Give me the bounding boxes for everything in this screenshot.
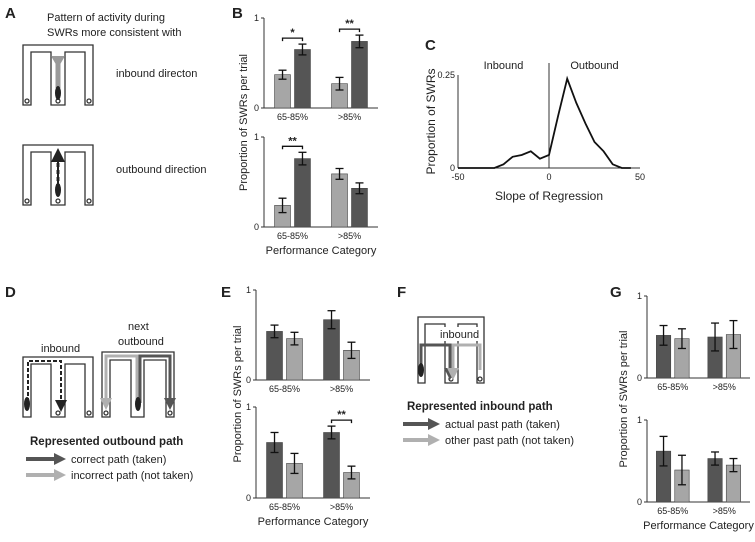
y-tick-label: 0 <box>254 222 259 232</box>
bar <box>266 331 283 381</box>
legend-title-d: Represented outbound path <box>30 436 183 448</box>
bar <box>331 173 348 228</box>
y-tick-label: 1 <box>254 132 259 142</box>
panel-label-d: D <box>5 284 16 301</box>
x-tick-label: 0 <box>546 172 551 182</box>
panel-a: A Pattern of activity during SWRs more c… <box>5 5 207 206</box>
next-label-line2: outbound <box>118 336 164 348</box>
bar <box>294 158 311 228</box>
x-tick-label: 65-85% <box>269 502 300 512</box>
x-tick-label: 50 <box>635 172 645 182</box>
significance-stars: * <box>290 27 295 39</box>
x-tick-label: >85% <box>330 502 353 512</box>
annotation-outbound: Outbound <box>570 60 618 72</box>
y-tick-label: 0 <box>254 103 259 113</box>
series-line <box>458 75 631 169</box>
x-tick-label: >85% <box>338 231 361 241</box>
next-label-line1: next <box>128 321 149 333</box>
panel-label-e: E <box>221 284 231 301</box>
light-arrow-icon <box>54 469 66 481</box>
legend-f-item1: actual past path (taken) <box>445 419 560 431</box>
annotation-inbound: Inbound <box>484 60 524 72</box>
x-tick-label: >85% <box>330 384 353 394</box>
outbound-direction-label: outbound direction <box>116 164 207 176</box>
inbound-label-f: inbound <box>440 329 479 341</box>
bar <box>351 41 368 109</box>
inbound-label-d: inbound <box>41 343 80 355</box>
x-tick-label: 65-85% <box>269 384 300 394</box>
panel-a-text-line2: SWRs more consistent with <box>47 27 181 39</box>
charts-layer: B 1 0 65-85% * >85% ** Proportion of SWRs per t… <box>221 5 754 532</box>
bar <box>323 432 340 499</box>
y-tick-label: 1 <box>637 415 642 425</box>
maze-diagram-d-right <box>100 351 176 418</box>
significance-bracket <box>281 145 304 150</box>
x-tick-label: 65-85% <box>657 382 688 392</box>
dark-arrow-icon <box>54 453 66 465</box>
significance-stars: ** <box>345 18 354 30</box>
x-axis-label: Performance Category <box>643 520 754 532</box>
inbound-direction-label: inbound directon <box>116 68 197 80</box>
light-arrow-icon <box>428 434 440 446</box>
x-axis-label: Performance Category <box>266 245 377 257</box>
y-tick-label: 1 <box>637 291 642 301</box>
x-tick-label: -50 <box>451 172 464 182</box>
dark-arrow-icon <box>428 418 440 430</box>
y-axis-label: Proportion of SWRs <box>424 68 438 174</box>
panel-a-text-line1: Pattern of activity during <box>47 12 165 24</box>
maze-diagram-f <box>417 316 485 384</box>
bar <box>294 49 311 109</box>
legend-f-item2: other past path (not taken) <box>445 435 574 447</box>
bar-chart-g-2: 1 0 65-85% >85% Performance Category <box>637 415 754 532</box>
legend-d-item2: incorrect path (not taken) <box>71 470 193 482</box>
x-tick-label: >85% <box>713 382 736 392</box>
y-tick-label: 0 <box>246 375 251 385</box>
y-axis-label: Proportion of SWRs per trial <box>232 326 244 463</box>
x-tick-label: 65-85% <box>657 506 688 516</box>
legend-title-f: Represented inbound path <box>407 401 553 413</box>
y-tick-label: 1 <box>246 402 251 412</box>
significance-stars: ** <box>337 409 346 421</box>
legend-d-item1: correct path (taken) <box>71 454 166 466</box>
y-axis-label: Proportion of SWRs per trial <box>618 331 630 468</box>
y-tick-label: 0.25 <box>437 70 455 80</box>
y-tick-label: 1 <box>246 285 251 295</box>
panel-label-f: F <box>397 284 406 301</box>
x-axis-label: Slope of Regression <box>495 189 603 203</box>
x-tick-label: >85% <box>713 506 736 516</box>
x-tick-label: 65-85% <box>277 112 308 122</box>
maze-diagram-d-left <box>22 356 94 418</box>
x-tick-label: 65-85% <box>277 231 308 241</box>
maze-diagram-outbound <box>22 144 94 206</box>
panel-label-c: C <box>425 37 436 54</box>
panel-label-b: B <box>232 5 243 22</box>
bar-chart-b-1: B 1 0 65-85% * >85% ** Proportion of SWRs per t… <box>232 5 378 191</box>
panel-d: D inbound next outbound Represented outb… <box>5 284 193 482</box>
significance-bracket <box>330 419 353 424</box>
significance-stars: ** <box>288 135 297 147</box>
x-axis-label: Performance Category <box>258 516 369 528</box>
panel-f: F inbound Represented inbound path actua… <box>397 284 574 447</box>
y-tick-label: 0 <box>637 373 642 383</box>
bar-chart-e-2: 1 0 65-85% >85% ** Performance Category <box>246 402 370 528</box>
y-tick-label: 1 <box>254 13 259 23</box>
y-axis-label: Proportion of SWRs per trial <box>238 54 250 191</box>
significance-bracket <box>338 28 361 33</box>
maze-diagram-inbound <box>22 44 94 106</box>
panel-label-a: A <box>5 5 16 22</box>
x-tick-label: >85% <box>338 112 361 122</box>
bar-chart-e-1: E 1 0 65-85% >85% Proportion of SWRs per tria… <box>221 284 370 462</box>
y-tick-label: 0 <box>637 497 642 507</box>
y-tick-label: 0 <box>450 163 455 173</box>
bar-chart-b-2: 1 0 65-85% ** >85% Performance Category <box>254 132 378 257</box>
significance-bracket <box>281 37 304 42</box>
bar-chart-g-1: G 1 0 65-85% >85% Proportion of SWRs per tria… <box>610 284 750 467</box>
panel-label-g: G <box>610 284 622 301</box>
y-tick-label: 0 <box>246 493 251 503</box>
